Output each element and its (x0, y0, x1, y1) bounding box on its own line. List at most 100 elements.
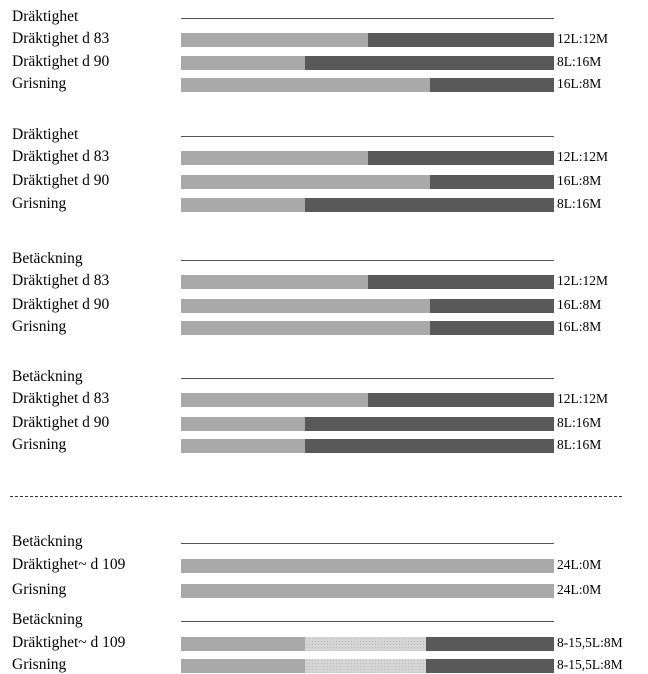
bar-segment-L (181, 275, 368, 289)
section-divider (10, 496, 622, 497)
bar-segment-M (305, 439, 554, 453)
bar-segment-L (181, 659, 306, 673)
bar-row: Dräktighet d 83 12L:12M (0, 30, 648, 48)
bar-segment-M (429, 299, 554, 313)
bar-row: Grisning 24L:0M (0, 581, 648, 599)
group-header-label: Betäckning (12, 611, 83, 628)
group-header-line (181, 18, 554, 19)
ratio-label: 16L:8M (557, 173, 602, 188)
ratio-label: 24L:0M (557, 582, 602, 597)
bar-segment-M (429, 175, 554, 189)
row-label: Dräktighet d 90 (12, 296, 110, 313)
bar-segment-L (181, 198, 306, 212)
bar-segment-V (305, 659, 426, 673)
bar-row: Dräktighet d 90 16L:8M (0, 172, 648, 190)
ratio-label: 24L:0M (557, 557, 602, 572)
ratio-label: 16L:8M (557, 297, 602, 312)
ratio-bar (181, 439, 554, 453)
group-header-line (181, 136, 554, 137)
row-label: Grisning (12, 75, 67, 92)
ratio-label: 8-15,5L:8M (557, 657, 623, 672)
row-label: Dräktighet~ d 109 (12, 556, 126, 573)
bar-segment-M (367, 33, 554, 47)
row-label: Dräktighet d 83 (12, 148, 110, 165)
group-header-label: Betäckning (12, 533, 83, 550)
ratio-bar (181, 417, 554, 431)
bar-segment-M (425, 637, 554, 651)
group-header-label: Betäckning (12, 368, 83, 385)
row-label: Dräktighet d 83 (12, 272, 110, 289)
bar-segment-L (181, 175, 430, 189)
group-header-line (181, 621, 554, 622)
ratio-bar (181, 151, 554, 165)
row-label: Grisning (12, 581, 67, 598)
bar-segment-M (367, 151, 554, 165)
ratio-bar (181, 637, 554, 651)
row-label: Grisning (12, 195, 67, 212)
bar-row: Dräktighet d 83 12L:12M (0, 148, 648, 166)
group-header-label: Dräktighet (12, 126, 79, 143)
ratio-bar (181, 659, 554, 673)
group-header-line (181, 543, 554, 544)
bar-segment-L (181, 321, 430, 335)
ratio-bar (181, 584, 554, 598)
ratio-label: 12L:12M (557, 391, 609, 406)
bar-row: Grisning 8L:16M (0, 195, 648, 213)
row-label: Dräktighet d 83 (12, 30, 110, 47)
ratio-label: 8L:16M (557, 415, 602, 430)
group-header-line (181, 260, 554, 261)
row-label: Dräktighet d 90 (12, 53, 110, 70)
ratio-label: 12L:12M (557, 31, 609, 46)
ratio-bar (181, 198, 554, 212)
ratio-label: 8-15,5L:8M (557, 635, 623, 650)
ratio-label: 16L:8M (557, 319, 602, 334)
bar-row: Grisning 8-15,5L:8M (0, 656, 648, 674)
bar-segment-L (181, 78, 430, 92)
ratio-label: 8L:16M (557, 437, 602, 452)
bar-segment-L (181, 439, 306, 453)
bar-row: Dräktighet d 90 8L:16M (0, 53, 648, 71)
bar-segment-L (181, 56, 306, 70)
row-label: Dräktighet d 83 (12, 390, 110, 407)
ratio-bar (181, 275, 554, 289)
bar-row: Dräktighet d 83 12L:12M (0, 390, 648, 408)
ratio-label: 12L:12M (557, 149, 609, 164)
bar-segment-L (181, 559, 554, 573)
bar-segment-M (305, 198, 554, 212)
bar-segment-L (181, 151, 368, 165)
ratio-bar (181, 33, 554, 47)
ratio-bar (181, 56, 554, 70)
ratio-label: 12L:12M (557, 273, 609, 288)
bar-segment-M (367, 275, 554, 289)
bar-segment-V (305, 637, 426, 651)
row-label: Grisning (12, 656, 67, 673)
bar-segment-L (181, 33, 368, 47)
bar-row: Grisning 8L:16M (0, 436, 648, 454)
ratio-label: 8L:16M (557, 196, 602, 211)
ratio-bar (181, 393, 554, 407)
bar-segment-M (425, 659, 554, 673)
bar-segment-M (367, 393, 554, 407)
bar-segment-M (305, 56, 554, 70)
ratio-label: 16L:8M (557, 76, 602, 91)
bar-row: Dräktighet~ d 109 8-15,5L:8M (0, 634, 648, 652)
ratio-bar (181, 299, 554, 313)
row-label: Dräktighet d 90 (12, 172, 110, 189)
bar-segment-M (305, 417, 554, 431)
bar-row: Dräktighet d 83 12L:12M (0, 272, 648, 290)
group-header-line (181, 378, 554, 379)
row-label: Grisning (12, 436, 67, 453)
bar-row: Dräktighet d 90 8L:16M (0, 414, 648, 432)
bar-segment-M (429, 78, 554, 92)
bar-segment-L (181, 393, 368, 407)
ratio-bar (181, 559, 554, 573)
ratio-label: 8L:16M (557, 54, 602, 69)
ratio-bar (181, 321, 554, 335)
row-label: Dräktighet~ d 109 (12, 634, 126, 651)
row-label: Dräktighet d 90 (12, 414, 110, 431)
group-header-label: Betäckning (12, 250, 83, 267)
group-header-label: Dräktighet (12, 8, 79, 25)
bar-row: Grisning 16L:8M (0, 75, 648, 93)
ratio-bar (181, 175, 554, 189)
